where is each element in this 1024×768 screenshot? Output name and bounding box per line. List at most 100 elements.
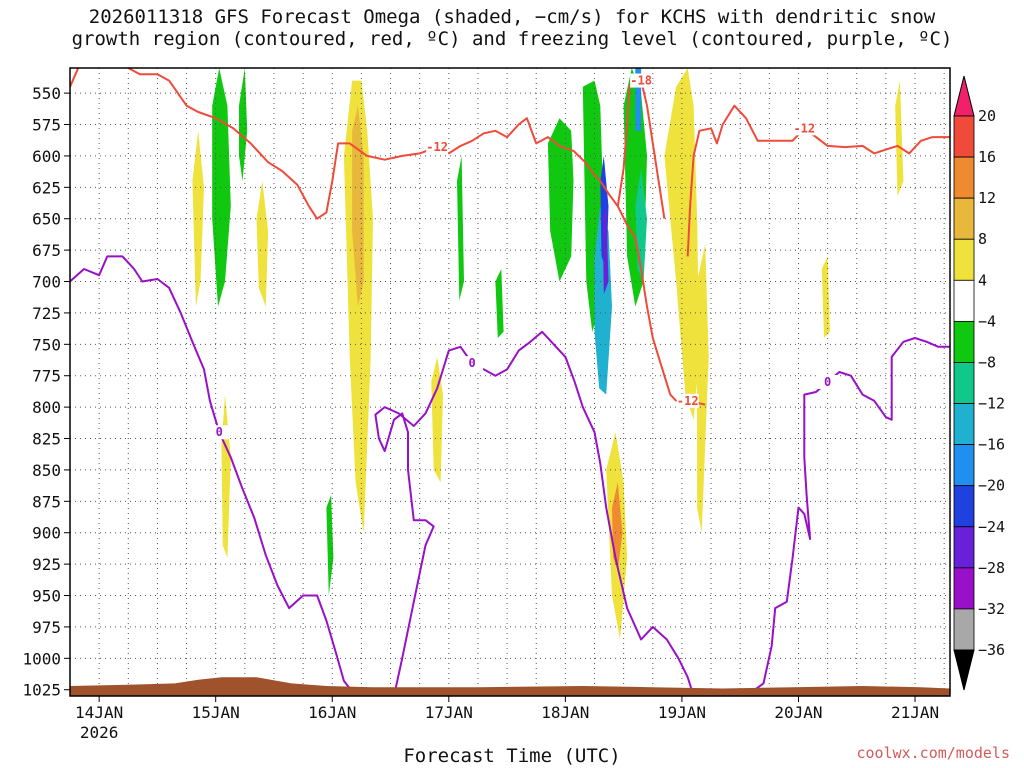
omega-region-5 bbox=[431, 356, 443, 483]
y-tick-label: 800 bbox=[32, 398, 61, 417]
colorbar-label: −4 bbox=[978, 312, 996, 330]
contour-label-3: -12 bbox=[426, 140, 448, 154]
y-tick-label: 900 bbox=[32, 524, 61, 543]
x-tick-label: 17JAN bbox=[425, 703, 473, 722]
colorbar-band bbox=[953, 567, 975, 610]
colorbar-label: −16 bbox=[978, 436, 1005, 454]
y-tick-label: 650 bbox=[32, 210, 61, 229]
colorbar-label: −32 bbox=[978, 600, 1005, 618]
contour-label-bg-2 bbox=[816, 375, 839, 389]
contour-label-0: 0 bbox=[216, 425, 223, 439]
omega-region-3 bbox=[343, 80, 373, 533]
colorbar-label: −8 bbox=[978, 353, 996, 371]
contour-line-6 bbox=[338, 68, 341, 69]
grid bbox=[69, 68, 950, 696]
colorbar-band bbox=[953, 403, 975, 446]
colorbar-label: 16 bbox=[978, 148, 996, 166]
omega-region-9 bbox=[697, 243, 709, 533]
colorbar-bottom-arrow bbox=[953, 649, 975, 691]
y-tick-label: 725 bbox=[32, 304, 61, 323]
omega-region-0 bbox=[192, 130, 204, 307]
chart-title: 2026011318 GFS Forecast Omega (shaded, −… bbox=[0, 6, 1024, 50]
x-tick-label: 15JAN bbox=[192, 703, 240, 722]
y-tick-label: 875 bbox=[32, 492, 61, 511]
chart-title-line-1: 2026011318 GFS Forecast Omega (shaded, −… bbox=[88, 6, 936, 28]
contour-line-0 bbox=[70, 255, 357, 696]
contour-label-bg-4 bbox=[676, 393, 699, 408]
colorbar-label: 8 bbox=[978, 230, 987, 248]
omega-region-13 bbox=[239, 68, 248, 181]
colorbar-label: −24 bbox=[978, 518, 1005, 536]
omega-region-10 bbox=[821, 256, 830, 338]
terrain-surface bbox=[70, 677, 950, 696]
colorbar-band bbox=[953, 608, 975, 651]
y-tick-label: 625 bbox=[32, 178, 61, 197]
contour-label-2: 0 bbox=[824, 375, 831, 389]
x-tick-label: 20JAN bbox=[774, 703, 822, 722]
colorbar-band bbox=[953, 526, 975, 569]
colorbar-band bbox=[953, 485, 975, 528]
x-tick-label: 18JAN bbox=[541, 703, 589, 722]
y-tick-label: 975 bbox=[32, 618, 61, 637]
colorbar-label: −20 bbox=[978, 477, 1005, 495]
credit-text: coolwx.com/models bbox=[856, 744, 1010, 762]
contour-label-6: -12 bbox=[341, 55, 363, 69]
contour-label-5: -12 bbox=[793, 121, 815, 135]
colorbar: 20 16 12 8 4 −4 −8 −12 −16 −20 −24 −28 −32 −36 bbox=[953, 75, 1005, 691]
omega-region-17 bbox=[547, 118, 574, 282]
chart-title-line-2: growth region (contoured, red, ºC) and f… bbox=[71, 28, 953, 50]
x-tick-label: 21JAN bbox=[891, 703, 939, 722]
colorbar-band bbox=[953, 115, 975, 158]
colorbar-band bbox=[953, 444, 975, 487]
contour-lines: 0 0 0 -12 -12 -12 -12 -18 bbox=[70, 55, 950, 696]
plot-frame bbox=[69, 67, 951, 697]
x-axis-title: Forecast Time (UTC) bbox=[403, 745, 621, 767]
colorbar-top-arrow bbox=[953, 75, 975, 117]
omega-region-2 bbox=[256, 181, 269, 307]
y-tick-label: 825 bbox=[32, 430, 61, 449]
colorbar-label: −12 bbox=[978, 395, 1005, 413]
y-tick-label: 750 bbox=[32, 335, 61, 354]
colorbar-band bbox=[953, 197, 975, 240]
x-tick-label: 16JAN bbox=[308, 703, 356, 722]
colorbar-band bbox=[953, 279, 975, 322]
y-tick-label: 550 bbox=[32, 84, 61, 103]
omega-region-15 bbox=[457, 155, 464, 301]
omega-region-14 bbox=[326, 495, 334, 596]
contour-label-bg-0 bbox=[208, 425, 231, 440]
colorbar-label: 20 bbox=[978, 107, 996, 125]
x-tick-label: 14JAN bbox=[75, 703, 123, 722]
y-tick-label: 675 bbox=[32, 241, 61, 260]
contour-label-bg-3 bbox=[426, 140, 449, 155]
omega-region-11 bbox=[895, 80, 904, 197]
omega-region-16 bbox=[495, 269, 504, 338]
x-tick-label: 19JAN bbox=[658, 703, 706, 722]
colorbar-label: −28 bbox=[978, 559, 1005, 577]
x-tick-sublabel: 2026 bbox=[80, 723, 119, 742]
terrain bbox=[70, 677, 950, 696]
contour-label-bg-6 bbox=[341, 68, 364, 69]
y-tick-label: 1000 bbox=[22, 649, 61, 668]
colorbar-band bbox=[953, 238, 975, 281]
colorbar-label: −36 bbox=[978, 641, 1005, 659]
colorbar-band bbox=[953, 320, 975, 363]
colorbar-label: 12 bbox=[978, 189, 996, 207]
y-tick-label: 1025 bbox=[22, 681, 61, 700]
colorbar-label: 4 bbox=[978, 271, 987, 289]
contour-label-bg-1 bbox=[461, 356, 484, 371]
colorbar-band bbox=[953, 156, 975, 199]
y-tick-label: 850 bbox=[32, 461, 61, 480]
y-tick-label: 775 bbox=[32, 367, 61, 386]
colorbar-band bbox=[953, 362, 975, 404]
contour-label-4: -12 bbox=[677, 394, 699, 408]
y-tick-label: 600 bbox=[32, 147, 61, 166]
y-tick-label: 950 bbox=[32, 587, 61, 606]
y-tick-label: 925 bbox=[32, 555, 61, 574]
y-tick-label: 575 bbox=[32, 116, 61, 135]
plot-border bbox=[69, 67, 951, 697]
contour-label-7: -18 bbox=[630, 74, 652, 88]
omega-region-12 bbox=[212, 68, 231, 307]
y-axis: 550 575 600 625 650 675 700 725 750 775 800 825 850 8… bbox=[22, 84, 70, 700]
